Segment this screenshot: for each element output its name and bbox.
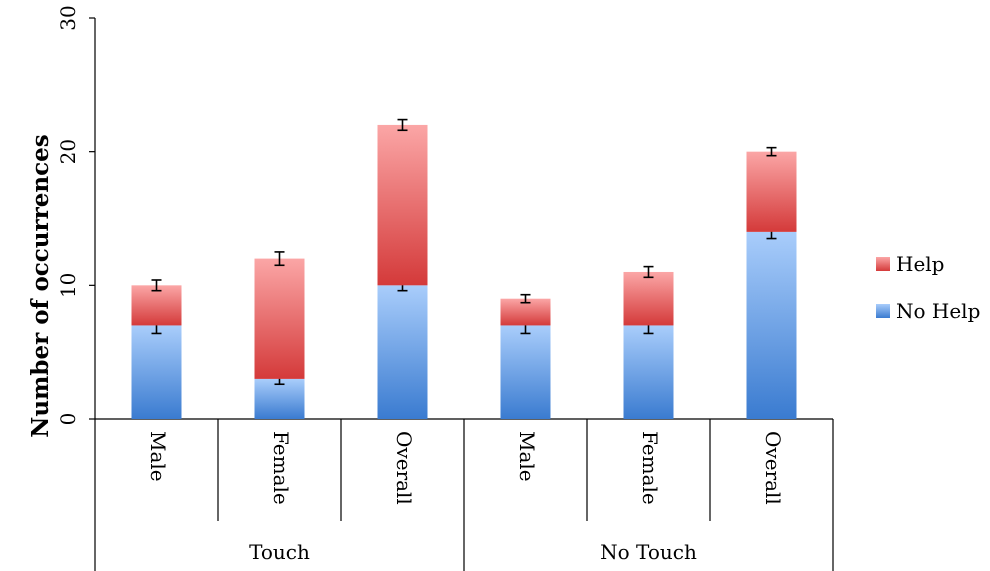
legend-label: No Help [896, 299, 980, 323]
legend-label: Help [896, 252, 944, 276]
bar-no-help [746, 231, 797, 419]
category-label: Male [515, 431, 539, 482]
bar-help [623, 271, 674, 326]
y-axis-label: Number of occurrences [27, 134, 54, 437]
bar-help [131, 285, 182, 326]
y-tick-label: 0 [56, 413, 80, 426]
category-label: Male [146, 431, 170, 482]
category-label: Overall [392, 431, 416, 505]
group-label: No Touch [600, 540, 697, 564]
bar-no-help [377, 285, 428, 419]
bar-no-help [623, 325, 674, 419]
legend-swatch [876, 257, 890, 271]
bar-help [254, 258, 305, 379]
y-tick-label: 10 [56, 273, 80, 298]
category-label: Female [269, 431, 293, 505]
bar-help [377, 124, 428, 286]
bar-no-help [254, 378, 305, 419]
category-label: Female [638, 431, 662, 505]
y-tick-label: 30 [56, 5, 80, 30]
group-label: Touch [249, 540, 310, 564]
category-axis: Male Female Overall Male Female Overall Touch N… [146, 431, 785, 564]
y-tick-label: 20 [56, 139, 80, 164]
legend-swatch [876, 304, 890, 318]
bar-no-help [131, 325, 182, 419]
bars [131, 118, 797, 419]
bar-no-help [500, 325, 551, 419]
legend: Help No Help [876, 252, 980, 323]
bar-help [746, 151, 797, 232]
axes: 0 10 20 30 [56, 5, 834, 571]
category-label: Overall [761, 431, 785, 505]
